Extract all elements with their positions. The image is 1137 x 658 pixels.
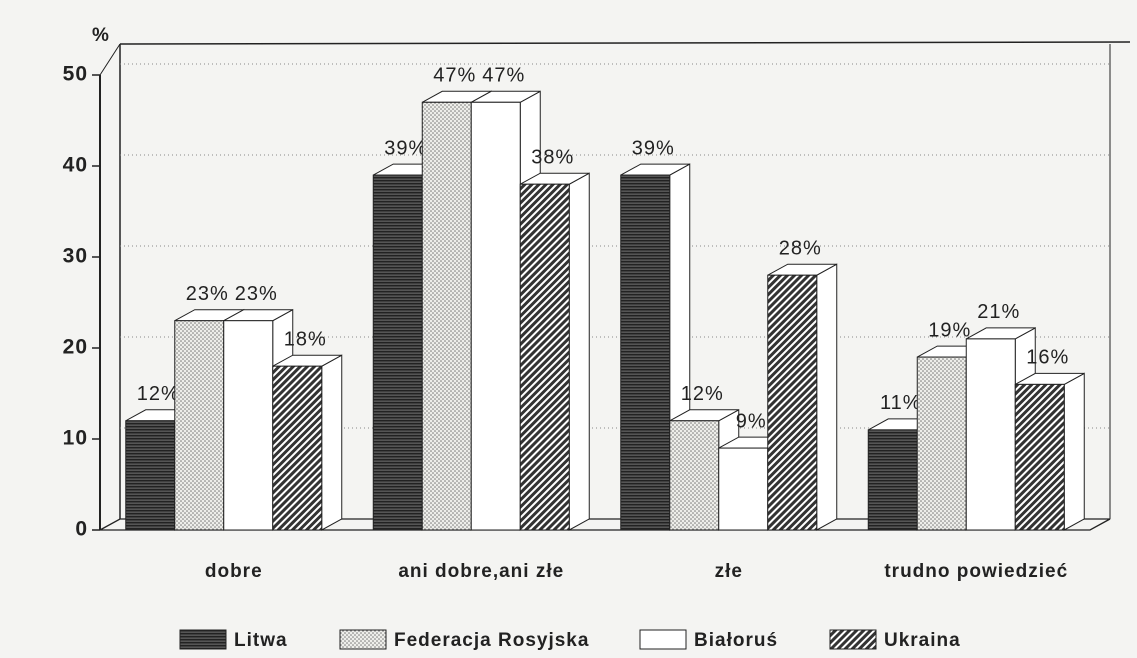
y-tick-label: 40 [63,154,88,177]
y-tick-label: 30 [63,245,88,268]
value-label: 16% [1026,347,1069,369]
bar [372,174,423,531]
bar [867,429,918,531]
value-label: 19% [928,319,971,341]
bar [620,174,671,531]
legend-label: Litwa [234,630,288,651]
bar [470,101,521,531]
x-tick-label: trudno powiedzieć [884,561,1068,582]
value-label: 23% [186,283,229,305]
bar [1014,383,1065,531]
value-label: 39% [384,137,427,159]
legend-label: Federacja Rosyjska [394,630,589,651]
bar-side [1063,372,1085,531]
value-label: 12% [137,383,180,405]
legend-swatch [639,629,687,650]
value-label: 21% [977,301,1020,323]
bar [669,420,720,531]
bar [421,101,472,531]
y-axis-label: % [92,25,110,46]
bar-side [321,354,343,531]
bar [965,338,1016,531]
bar-side [568,172,590,531]
y-axis-depth [99,43,121,76]
x-tick-label: ani dobre,ani złe [398,561,564,582]
value-label: 9% [736,410,767,432]
legend-label: Białoruś [694,630,778,651]
value-label: 47% [433,65,476,87]
back-frame [119,41,1131,45]
value-label: 39% [632,137,675,159]
legend-label: Ukraina [884,630,961,651]
y-tick-label: 20 [63,336,88,359]
bar [916,356,967,531]
bar [767,274,818,531]
bar [519,183,570,531]
legend-swatch [339,629,387,650]
bar-side [816,263,838,531]
bar [174,320,225,531]
x-tick-label: złe [715,561,743,582]
value-label: 18% [284,328,327,350]
value-label: 28% [779,237,822,259]
bar [718,447,769,531]
y-tick-label: 0 [75,518,88,541]
value-label: 11% [880,392,922,414]
value-label: 38% [531,146,574,168]
value-label: 23% [235,283,278,305]
y-tick-label: 10 [63,427,88,450]
bar [223,320,274,531]
x-tick-label: dobre [205,561,263,582]
legend-swatch [179,629,227,650]
value-label: 47% [482,65,525,87]
legend-swatch [829,629,877,650]
value-label: 12% [681,383,724,405]
bar [125,420,176,531]
bar [272,365,323,531]
y-tick-label: 50 [63,63,88,86]
